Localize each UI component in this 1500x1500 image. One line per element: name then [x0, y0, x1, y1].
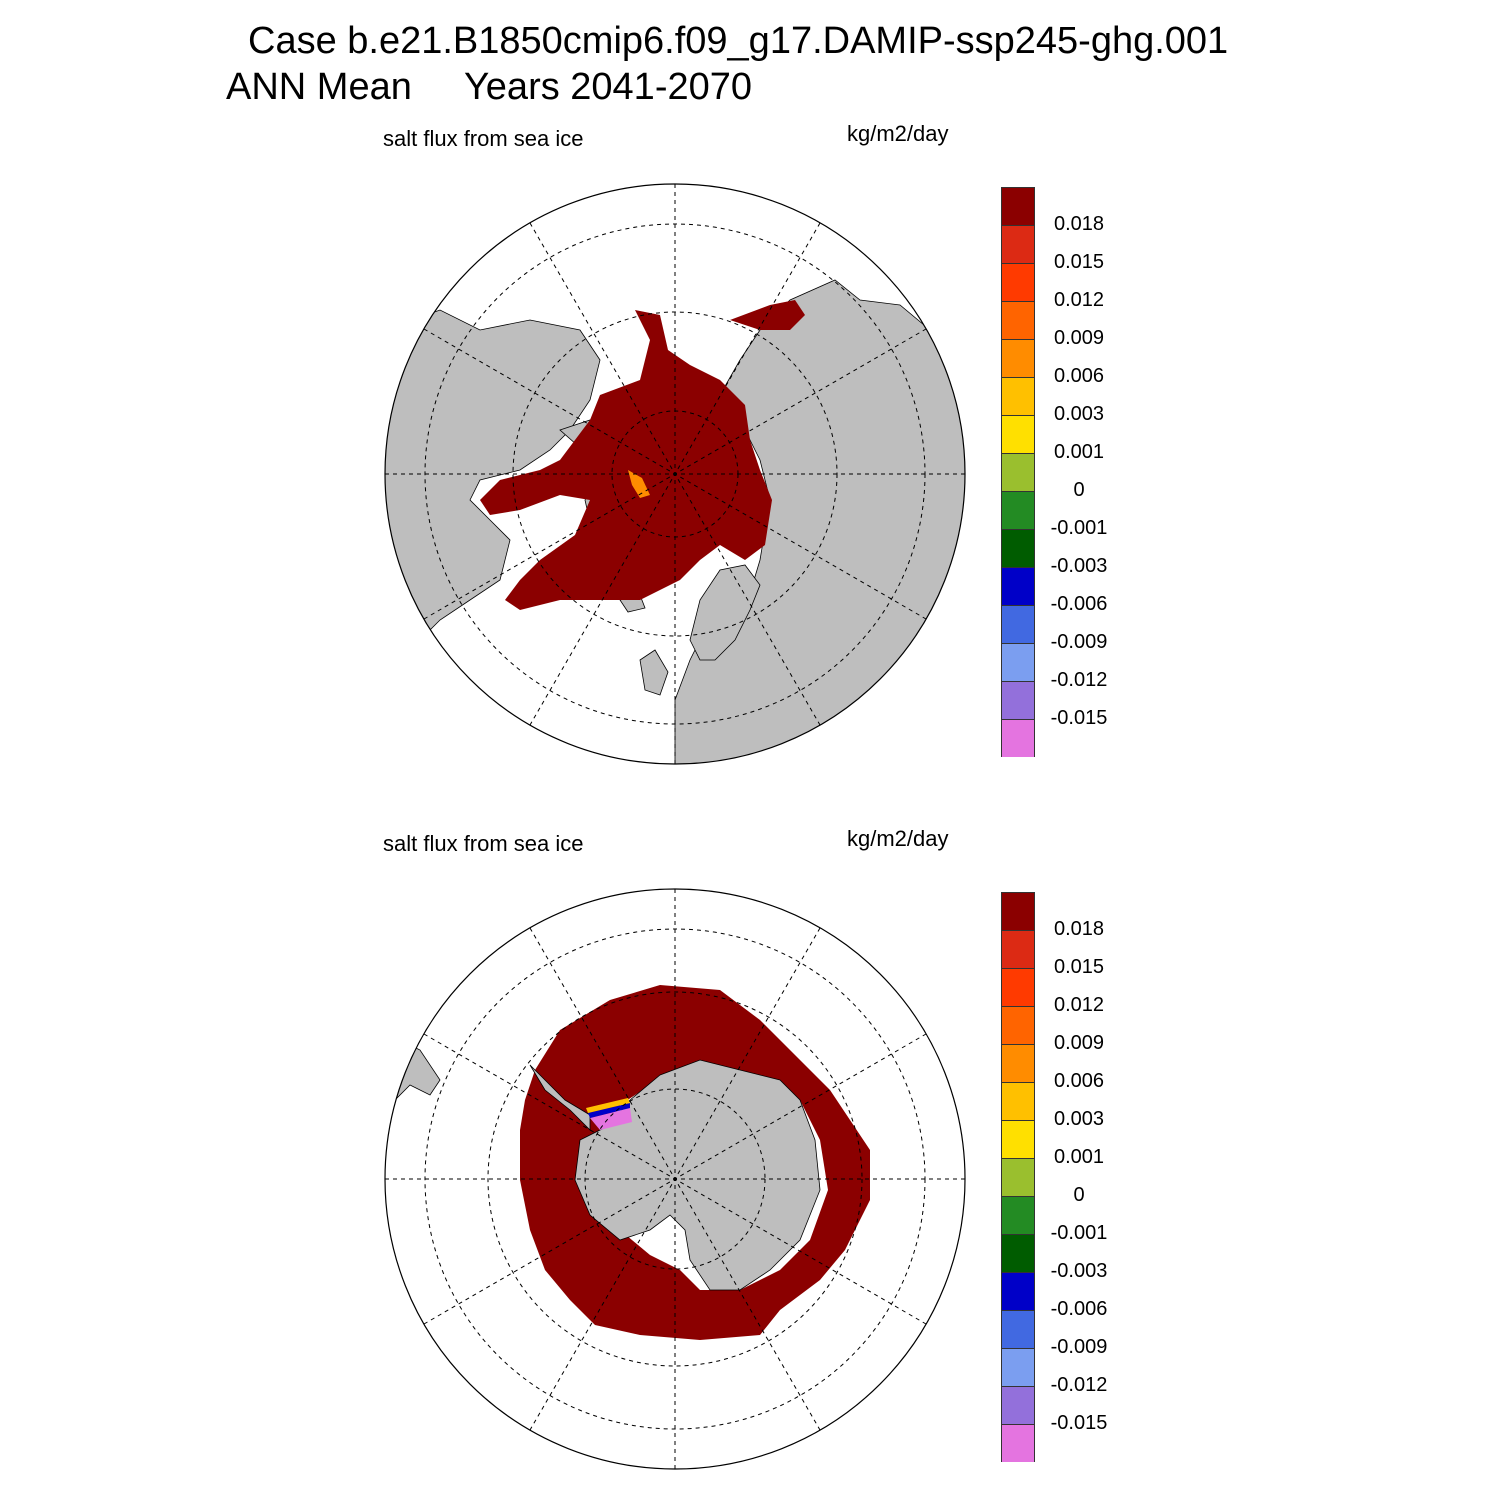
- colorbar-label: 0.006: [1053, 365, 1105, 387]
- colorbar-label: 0.001: [1053, 441, 1105, 463]
- colorbar-label: 0.009: [1053, 327, 1105, 349]
- colorbar-swatch: [1001, 1044, 1035, 1082]
- colorbar-label: -0.009: [1050, 631, 1108, 653]
- colorbar-label: 0: [1073, 479, 1085, 501]
- colorbar-swatch: [1001, 605, 1035, 643]
- colorbar-label: -0.015: [1050, 1412, 1108, 1434]
- north-sea-ice-flux: [480, 310, 772, 610]
- north-america-land: [385, 309, 601, 651]
- colorbar-label: -0.012: [1050, 669, 1108, 691]
- colorbar-label: 0.003: [1053, 403, 1105, 425]
- colorbar-swatch: [1001, 1348, 1035, 1386]
- colorbar-label: 0.018: [1053, 918, 1105, 940]
- colorbar-swatch: [1001, 415, 1035, 453]
- colorbar-label: -0.012: [1050, 1374, 1108, 1396]
- colorbar-swatch: [1001, 491, 1035, 529]
- figure-title-case: Case b.e21.B1850cmip6.f09_g17.DAMIP-ssp2…: [248, 20, 1229, 62]
- colorbar-swatch: [1001, 1196, 1035, 1234]
- colorbar-swatch: [1001, 1272, 1035, 1310]
- north-edge-orange: [628, 470, 650, 498]
- colorbar-swatch: [1001, 892, 1035, 930]
- colorbar-swatch: [1001, 968, 1035, 1006]
- figure-title-period: ANN Mean Years 2041-2070: [226, 66, 753, 108]
- south-panel-units: kg/m2/day: [847, 826, 949, 851]
- antarctic-peninsula-land: [529, 1064, 591, 1131]
- north-polar-map: [385, 184, 965, 764]
- colorbar-swatch: [1001, 1006, 1035, 1044]
- south-polar-map: [385, 889, 965, 1469]
- colorbar-swatch: [1001, 930, 1035, 968]
- north-panel-units: kg/m2/day: [847, 121, 949, 146]
- colorbar-swatch: [1001, 1158, 1035, 1196]
- colorbar-swatch: [1001, 339, 1035, 377]
- colorbar-label: 0.006: [1053, 1070, 1105, 1092]
- colorbar-swatch: [1001, 263, 1035, 301]
- colorbar-label: 0.003: [1053, 1108, 1105, 1130]
- colorbar-label: -0.006: [1050, 593, 1108, 615]
- weddell-edge-yellow: [586, 1098, 630, 1113]
- colorbar-swatch: [1001, 529, 1035, 567]
- colorbar-label: 0.012: [1053, 994, 1105, 1016]
- british-isles-land: [639, 649, 669, 696]
- colorbar-label: -0.015: [1050, 707, 1108, 729]
- colorbar-swatch: [1001, 187, 1035, 225]
- colorbar-swatch: [1001, 1120, 1035, 1158]
- colorbar-label: 0: [1073, 1184, 1085, 1206]
- colorbar-swatch: [1001, 377, 1035, 415]
- okhotsk-sea-ice: [730, 300, 805, 330]
- weddell-edge-blue: [588, 1103, 630, 1118]
- colorbar-swatch: [1001, 225, 1035, 263]
- colorbar-swatch: [1001, 567, 1035, 605]
- colorbar-swatch: [1001, 1234, 1035, 1272]
- colorbar-label: 0.012: [1053, 289, 1105, 311]
- colorbar-label: -0.003: [1050, 555, 1108, 577]
- antarctica-land: [574, 1059, 821, 1291]
- scandinavia-land: [689, 564, 761, 661]
- colorbar-swatch: [1001, 681, 1035, 719]
- colorbar-label: 0.009: [1053, 1032, 1105, 1054]
- colorbar-label: -0.001: [1050, 517, 1108, 539]
- colorbar-label: -0.003: [1050, 1260, 1108, 1282]
- eurasia-land: [674, 279, 965, 764]
- colorbar-label: 0.015: [1053, 251, 1105, 273]
- colorbar-swatch: [1001, 1082, 1035, 1120]
- colorbar-swatch: [1001, 719, 1035, 757]
- colorbar-swatch: [1001, 453, 1035, 491]
- south-panel-title: salt flux from sea ice: [383, 831, 584, 856]
- colorbar-swatch: [1001, 643, 1035, 681]
- colorbar-label: -0.001: [1050, 1222, 1108, 1244]
- colorbar-swatch: [1001, 1386, 1035, 1424]
- north-panel-title: salt flux from sea ice: [383, 126, 584, 151]
- weddell-edge-violet: [590, 1108, 632, 1130]
- colorbar-label: 0.018: [1053, 213, 1105, 235]
- colorbar-label: -0.006: [1050, 1298, 1108, 1320]
- south-sea-ice-flux: [520, 985, 870, 1340]
- colorbar-swatch: [1001, 1310, 1035, 1348]
- colorbar-label: 0.001: [1053, 1146, 1105, 1168]
- colorbar-swatch: [1001, 301, 1035, 339]
- colorbar-swatch: [1001, 1424, 1035, 1462]
- colorbar-label: 0.015: [1053, 956, 1105, 978]
- colorbar-label: -0.009: [1050, 1336, 1108, 1358]
